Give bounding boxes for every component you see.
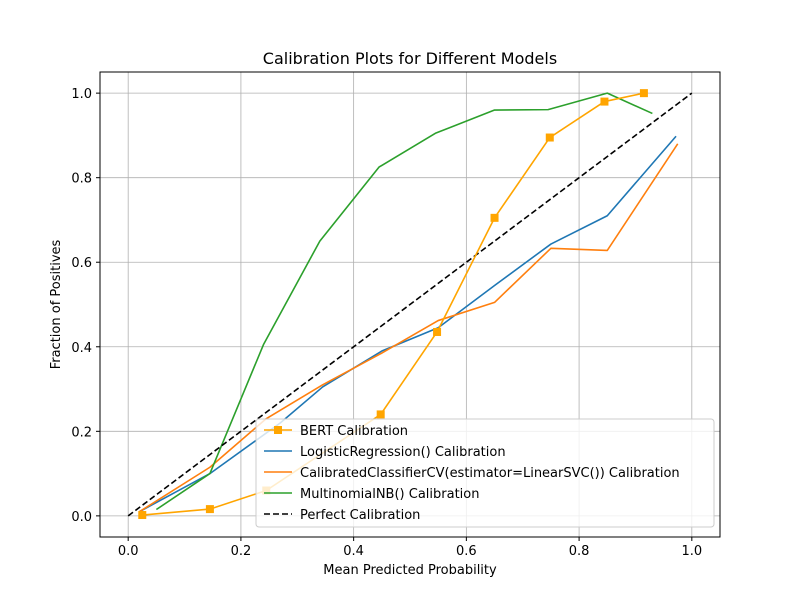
- x-tick-label: 0.6: [456, 544, 477, 559]
- chart-title: Calibration Plots for Different Models: [263, 49, 557, 68]
- series-line-perfect-calibration: [127, 92, 693, 517]
- y-axis-label: Fraction of Positives: [49, 239, 64, 369]
- y-tick-label: 0.4: [71, 341, 92, 356]
- data-point-bert-calibration: [639, 89, 648, 98]
- data-point-bert-calibration: [376, 410, 385, 419]
- data-point-bert-calibration: [600, 97, 609, 106]
- data-point-bert-calibration: [545, 133, 554, 142]
- y-tick-label: 0.2: [71, 425, 92, 440]
- grid: [100, 72, 720, 537]
- legend-label-logisticregression-calibration: LogisticRegression() Calibration: [300, 445, 506, 460]
- legend-label-multinomialnb-calibration: MultinomialNB() Calibration: [300, 487, 479, 502]
- series-line-multinomialnb-calibration: [155, 92, 653, 511]
- data-point-bert-calibration: [433, 327, 442, 336]
- x-axis-label: Mean Predicted Probability: [323, 563, 497, 578]
- y-tick-label: 0.6: [71, 256, 92, 271]
- x-tick-label: 0.4: [343, 544, 364, 559]
- plot-frame: [99, 71, 721, 538]
- series-line-logisticregression-calibration: [139, 135, 677, 513]
- data-point-bert-calibration: [205, 505, 214, 514]
- y-tick-label: 1.0: [71, 87, 92, 102]
- x-tick-label: 1.0: [681, 544, 702, 559]
- x-tick-label: 0.8: [569, 544, 590, 559]
- data-point-bert-calibration: [490, 213, 499, 222]
- legend-label-perfect-calibration: Perfect Calibration: [300, 508, 420, 523]
- y-tick-label: 0.0: [71, 510, 92, 525]
- x-tick-label: 0.0: [118, 544, 139, 559]
- data-point-bert-calibration: [138, 511, 147, 520]
- x-tick-label: 0.2: [231, 544, 252, 559]
- series-group: [127, 89, 693, 520]
- y-tick-label: 0.8: [71, 172, 92, 187]
- series-line-calibratedclassifiercv-estimator-linearsvc-calibration: [139, 143, 679, 513]
- axis-ticks: 0.0 0.2 0.4 0.6 0.8 1.0 0.0 0.2 0.4 0.6 0.8 1.0: [71, 87, 702, 559]
- legend-label-calibratedclassifiercv-estimator-linearsvc-calibration: CalibratedClassifierCV(estimator=LinearS…: [300, 466, 680, 481]
- legend-marker-bert-calibration: [274, 426, 282, 434]
- legend-label-bert-calibration: BERT Calibration: [300, 424, 408, 439]
- legend: BERT Calibration LogisticRegression() Cal…: [255, 418, 715, 528]
- legend-box: [255, 418, 715, 528]
